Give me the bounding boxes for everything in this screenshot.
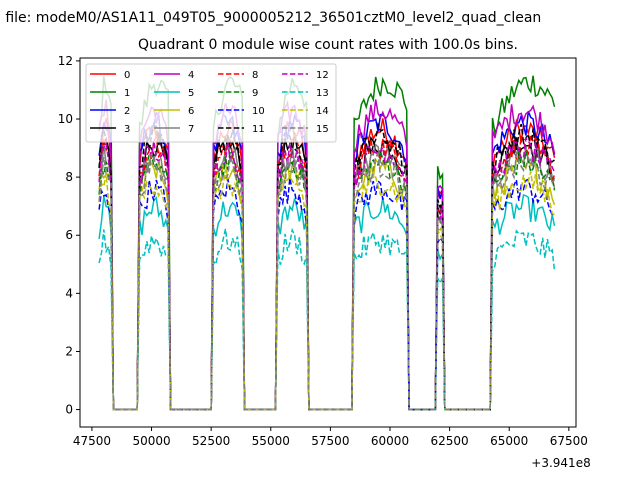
- legend-label-13: 13: [316, 88, 329, 99]
- x-offset-label: +3.941e8: [531, 456, 590, 470]
- x-tick-label: 52500: [192, 434, 230, 448]
- x-tick-label: 67500: [550, 434, 588, 448]
- legend-label-14: 14: [316, 106, 329, 117]
- legend-label-15: 15: [316, 124, 329, 135]
- legend-label-10: 10: [252, 106, 265, 117]
- legend-label-4: 4: [188, 70, 194, 81]
- y-tick-label: 12: [58, 54, 73, 68]
- axes-layer: 47500 50000 52500 55000 57500 60000 62500 65000…: [58, 54, 588, 448]
- y-tick-label: 2: [65, 344, 73, 358]
- legend-label-6: 6: [188, 106, 194, 117]
- y-tick-label: 6: [65, 228, 73, 242]
- plot-frame: [79, 57, 577, 428]
- legend-label-0: 0: [124, 70, 130, 81]
- legend-label-7: 7: [188, 124, 194, 135]
- x-tick-label: 47500: [73, 434, 111, 448]
- y-tick-label: 4: [65, 286, 73, 300]
- legend-label-3: 3: [124, 124, 130, 135]
- legend-label-9: 9: [252, 88, 258, 99]
- x-tick-label: 50000: [132, 434, 170, 448]
- legend-label-2: 2: [124, 106, 130, 117]
- y-tick-label: 8: [65, 170, 73, 184]
- y-tick-label: 0: [65, 403, 73, 417]
- legend-box: [85, 63, 337, 143]
- x-tick-label: 60000: [371, 434, 409, 448]
- legend-label-1: 1: [124, 88, 130, 99]
- y-tick-label: 10: [58, 112, 73, 126]
- figure-suptitle: n file: modeM0/AS1A11_049T05_9000005212_…: [0, 10, 541, 26]
- legend-label-11: 11: [252, 124, 265, 135]
- x-tick-label: 65000: [490, 434, 528, 448]
- x-tick-label: 55000: [252, 434, 290, 448]
- series-line-15: [98, 152, 556, 411]
- legend-label-5: 5: [188, 88, 194, 99]
- legend-label-12: 12: [316, 70, 329, 81]
- series-layer: [98, 75, 556, 411]
- x-tick-label: 62500: [431, 434, 469, 448]
- x-tick-label: 57500: [311, 434, 349, 448]
- legend-label-8: 8: [252, 70, 258, 81]
- chart-title: Quadrant 0 module wise count rates with …: [138, 37, 518, 53]
